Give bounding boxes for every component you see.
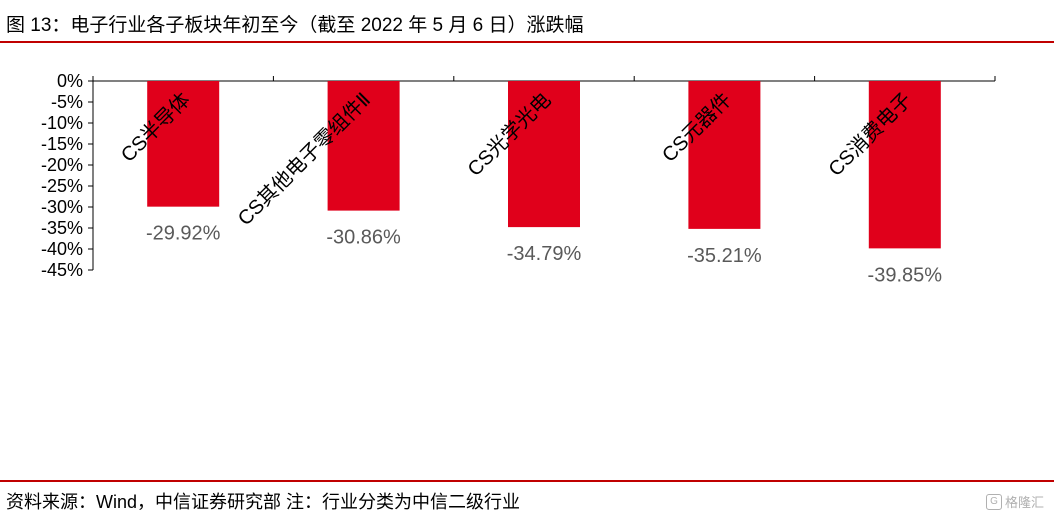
y-tick-label: -30% xyxy=(41,197,83,217)
y-tick-label: -40% xyxy=(41,239,83,259)
footer-divider xyxy=(0,480,1054,482)
chart-bars xyxy=(147,81,941,249)
y-tick-label: -20% xyxy=(41,155,83,175)
bar xyxy=(147,81,220,207)
y-tick-label: 0% xyxy=(57,71,83,91)
data-label: -35.21% xyxy=(687,245,762,267)
bar xyxy=(327,81,400,211)
y-tick-label: -45% xyxy=(41,260,83,280)
bar xyxy=(508,81,580,228)
data-label: -34.79% xyxy=(507,243,582,265)
bar xyxy=(688,81,761,229)
watermark: G 格隆汇 xyxy=(985,492,1044,511)
y-tick-label: -5% xyxy=(51,92,83,112)
y-tick-label: -35% xyxy=(41,218,83,238)
source-note: 资料来源：Wind，中信证券研究部 注：行业分类为中信二级行业 xyxy=(6,492,521,512)
data-label: -39.85% xyxy=(868,264,943,286)
bar-chart: 0%-5%-10%-15%-20%-25%-30%-35%-40%-45% -2… xyxy=(41,71,996,286)
y-tick-label: -10% xyxy=(41,113,83,133)
data-label: -29.92% xyxy=(146,223,221,245)
bar xyxy=(868,81,941,249)
data-label: -30.86% xyxy=(326,227,401,249)
chart-title: 图 13：电子行业各子板块年初至今（截至 2022 年 5 月 6 日）涨跌幅 xyxy=(6,15,584,36)
title-divider xyxy=(0,41,1054,43)
y-tick-label: -15% xyxy=(41,134,83,154)
watermark-logo-icon: G xyxy=(985,493,1002,510)
y-tick-label: -25% xyxy=(41,176,83,196)
watermark-text: 格隆汇 xyxy=(1004,495,1044,510)
